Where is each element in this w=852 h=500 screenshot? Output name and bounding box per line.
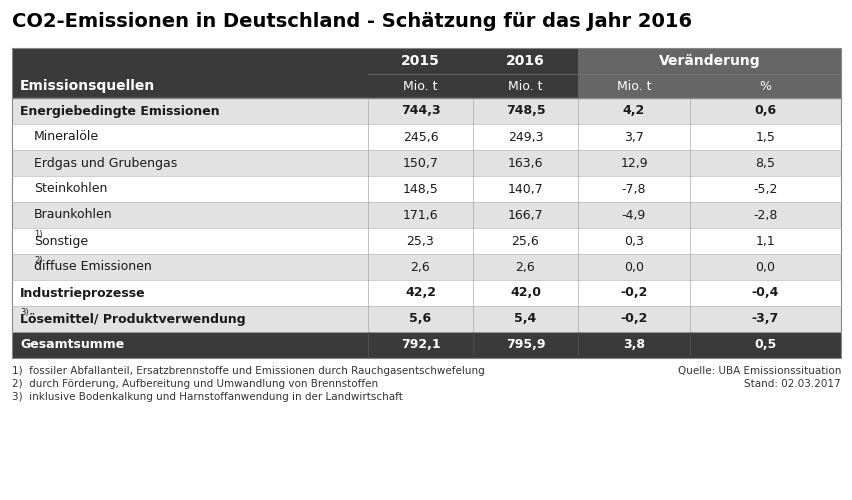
Bar: [12, 228, 840, 254]
Text: 792,1: 792,1: [400, 338, 440, 351]
Bar: [367, 74, 473, 98]
Bar: [12, 280, 840, 306]
Text: Mineralöle: Mineralöle: [34, 130, 99, 143]
Text: -0,2: -0,2: [619, 286, 647, 300]
Text: -7,8: -7,8: [621, 182, 646, 196]
Text: 2,6: 2,6: [410, 260, 430, 274]
Text: 3,7: 3,7: [624, 130, 643, 143]
Text: 2015: 2015: [400, 54, 440, 68]
Text: 3)  inklusive Bodenkalkung und Harnstoffanwendung in der Landwirtschaft: 3) inklusive Bodenkalkung und Harnstoffa…: [12, 392, 402, 402]
Bar: [12, 254, 840, 280]
Text: 1): 1): [34, 230, 43, 239]
Bar: [473, 48, 578, 74]
Text: -5,2: -5,2: [752, 182, 777, 196]
Text: 0,5: 0,5: [753, 338, 775, 351]
Text: 748,5: 748,5: [505, 104, 544, 118]
Text: -4,9: -4,9: [621, 208, 645, 222]
Text: Lösemittel/ Produktverwendung: Lösemittel/ Produktverwendung: [20, 312, 245, 326]
Bar: [12, 176, 840, 202]
Text: Energiebedingte Emissionen: Energiebedingte Emissionen: [20, 104, 219, 118]
Text: 25,3: 25,3: [406, 234, 434, 248]
Text: 5,6: 5,6: [409, 312, 431, 326]
Text: Erdgas und Grubengas: Erdgas und Grubengas: [34, 156, 177, 170]
Text: Industrieprozesse: Industrieprozesse: [20, 286, 146, 300]
Bar: [12, 48, 840, 358]
Text: 0,6: 0,6: [753, 104, 775, 118]
Text: 795,9: 795,9: [505, 338, 544, 351]
Text: 171,6: 171,6: [402, 208, 438, 222]
Text: Sonstige: Sonstige: [34, 234, 88, 248]
Text: 150,7: 150,7: [402, 156, 438, 170]
Bar: [578, 74, 689, 98]
Text: 1,5: 1,5: [755, 130, 774, 143]
Text: Mio. t: Mio. t: [403, 80, 437, 92]
Text: 148,5: 148,5: [402, 182, 438, 196]
Text: Emissionsquellen: Emissionsquellen: [20, 79, 155, 93]
Text: 42,2: 42,2: [405, 286, 435, 300]
Text: 249,3: 249,3: [507, 130, 543, 143]
Bar: [12, 124, 840, 150]
Bar: [12, 202, 840, 228]
Text: 1)  fossiler Abfallanteil, Ersatzbrennstoffe und Emissionen durch Rauchgasentsch: 1) fossiler Abfallanteil, Ersatzbrennsto…: [12, 366, 484, 376]
Text: 2)  durch Förderung, Aufbereitung und Umwandlung von Brennstoffen: 2) durch Förderung, Aufbereitung und Umw…: [12, 379, 377, 389]
Bar: [12, 98, 840, 124]
Text: CO2-Emissionen in Deutschland - Schätzung für das Jahr 2016: CO2-Emissionen in Deutschland - Schätzun…: [12, 12, 691, 31]
Text: Braunkohlen: Braunkohlen: [34, 208, 112, 222]
Text: 3,8: 3,8: [622, 338, 644, 351]
Text: 4,2: 4,2: [622, 104, 644, 118]
Text: Veränderung: Veränderung: [658, 54, 759, 68]
Text: 0,3: 0,3: [624, 234, 643, 248]
Bar: [12, 150, 840, 176]
Text: %: %: [758, 80, 770, 92]
Text: Mio. t: Mio. t: [616, 80, 650, 92]
Text: 5,4: 5,4: [514, 312, 536, 326]
Bar: [12, 48, 367, 98]
Text: 12,9: 12,9: [619, 156, 647, 170]
Text: Mio. t: Mio. t: [508, 80, 542, 92]
Text: 2016: 2016: [505, 54, 544, 68]
Text: -0,2: -0,2: [619, 312, 647, 326]
Text: Quelle: UBA Emissionssituation: Quelle: UBA Emissionssituation: [676, 366, 840, 376]
Text: Steinkohlen: Steinkohlen: [34, 182, 107, 196]
Bar: [578, 48, 840, 74]
Bar: [689, 74, 840, 98]
Text: 140,7: 140,7: [507, 182, 543, 196]
Text: 2,6: 2,6: [515, 260, 535, 274]
Text: 1,1: 1,1: [755, 234, 774, 248]
Text: 8,5: 8,5: [755, 156, 774, 170]
Text: 3): 3): [20, 308, 29, 318]
Text: -2,8: -2,8: [752, 208, 777, 222]
Bar: [367, 48, 473, 74]
Bar: [473, 74, 578, 98]
Text: 166,7: 166,7: [507, 208, 543, 222]
Text: 163,6: 163,6: [507, 156, 543, 170]
Text: 0,0: 0,0: [624, 260, 643, 274]
Bar: [12, 306, 840, 332]
Text: 744,3: 744,3: [400, 104, 440, 118]
Text: diffuse Emissionen: diffuse Emissionen: [34, 260, 152, 274]
Text: 2): 2): [34, 256, 43, 266]
Text: -0,4: -0,4: [751, 286, 778, 300]
Text: -3,7: -3,7: [751, 312, 778, 326]
Text: 245,6: 245,6: [402, 130, 438, 143]
Text: 42,0: 42,0: [509, 286, 540, 300]
Bar: [12, 332, 840, 358]
Text: Gesamtsumme: Gesamtsumme: [20, 338, 124, 351]
Text: 0,0: 0,0: [755, 260, 774, 274]
Text: Stand: 02.03.2017: Stand: 02.03.2017: [744, 379, 840, 389]
Text: 25,6: 25,6: [511, 234, 538, 248]
